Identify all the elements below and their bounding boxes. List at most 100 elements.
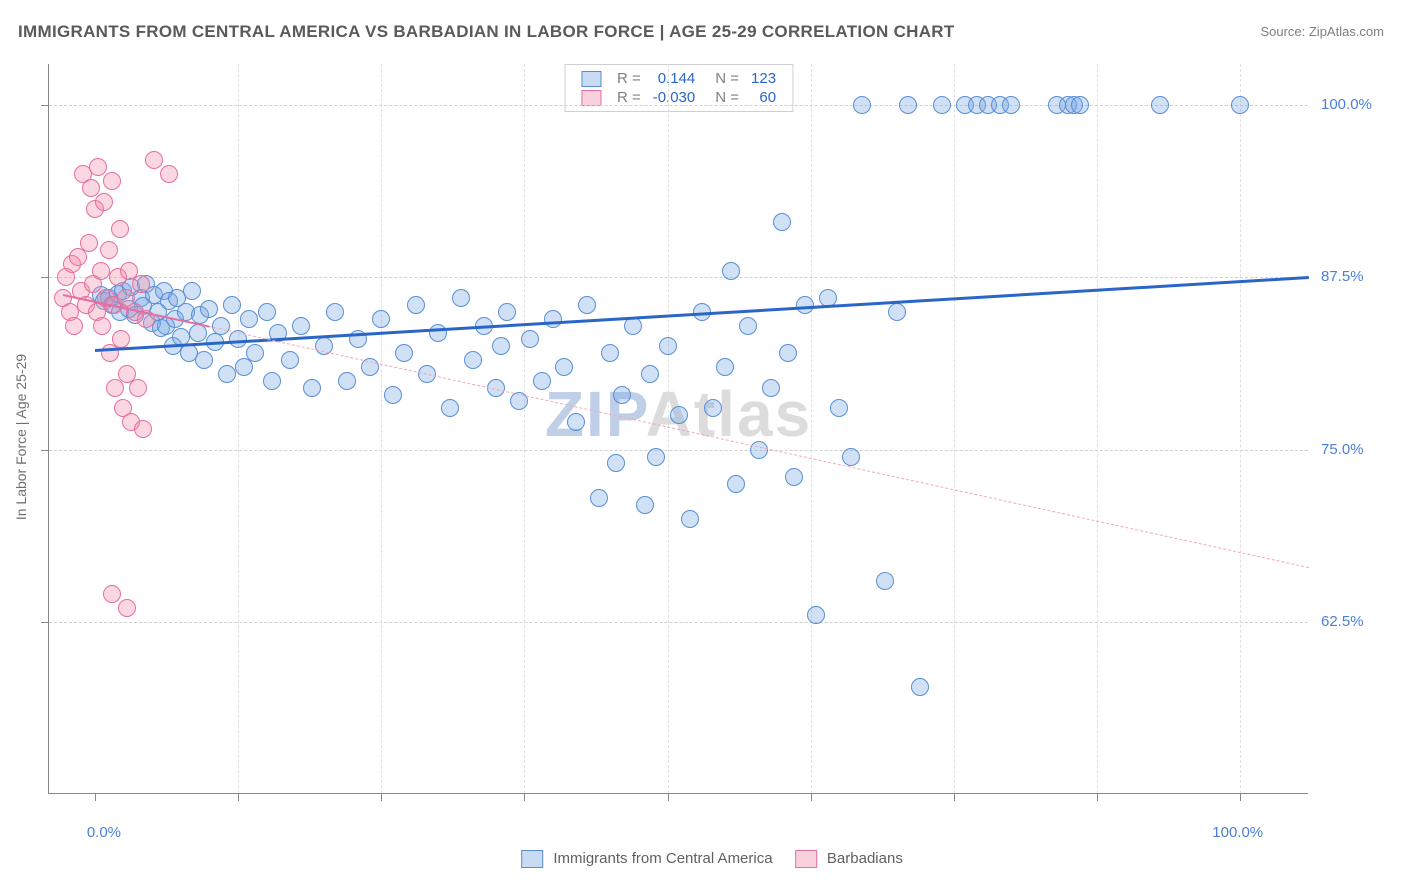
point-series2 bbox=[118, 599, 136, 617]
gridline-v bbox=[381, 64, 382, 793]
point-series2 bbox=[145, 151, 163, 169]
point-series1 bbox=[521, 330, 539, 348]
point-series1 bbox=[263, 372, 281, 390]
point-series1 bbox=[722, 262, 740, 280]
point-series1 bbox=[200, 300, 218, 318]
point-series1 bbox=[533, 372, 551, 390]
point-series2 bbox=[129, 379, 147, 397]
chart-title: IMMIGRANTS FROM CENTRAL AMERICA VS BARBA… bbox=[18, 22, 955, 42]
n-value-series2: 60 bbox=[745, 88, 782, 107]
y-axis-label: In Labor Force | Age 25-29 bbox=[13, 353, 29, 519]
point-series1 bbox=[492, 337, 510, 355]
point-series1 bbox=[292, 317, 310, 335]
x-tick bbox=[1097, 793, 1098, 801]
point-series1 bbox=[681, 510, 699, 528]
series2-name: Barbadians bbox=[827, 850, 903, 867]
point-series1 bbox=[464, 351, 482, 369]
point-series1 bbox=[716, 358, 734, 376]
n-value-series1: 123 bbox=[745, 69, 782, 88]
point-series1 bbox=[567, 413, 585, 431]
point-series1 bbox=[498, 303, 516, 321]
point-series1 bbox=[303, 379, 321, 397]
point-series1 bbox=[636, 496, 654, 514]
point-series2 bbox=[160, 165, 178, 183]
point-series1 bbox=[338, 372, 356, 390]
swatch-pink bbox=[795, 850, 817, 868]
point-series1 bbox=[223, 296, 241, 314]
point-series1 bbox=[578, 296, 596, 314]
swatch-blue bbox=[521, 850, 543, 868]
point-series1 bbox=[704, 399, 722, 417]
point-series1 bbox=[384, 386, 402, 404]
point-series1 bbox=[407, 296, 425, 314]
point-series1 bbox=[601, 344, 619, 362]
point-series1 bbox=[911, 678, 929, 696]
point-series1 bbox=[670, 406, 688, 424]
point-series1 bbox=[218, 365, 236, 383]
x-tick-label: 0.0% bbox=[87, 824, 121, 841]
point-series1 bbox=[830, 399, 848, 417]
point-series1 bbox=[240, 310, 258, 328]
source-attribution: Source: ZipAtlas.com bbox=[1260, 24, 1384, 39]
swatch-pink bbox=[581, 90, 601, 106]
point-series1 bbox=[641, 365, 659, 383]
n-label: N = bbox=[701, 69, 745, 88]
y-tick bbox=[41, 105, 49, 106]
point-series1 bbox=[613, 386, 631, 404]
r-value-series1: 0.144 bbox=[647, 69, 702, 88]
gridline-v bbox=[811, 64, 812, 793]
point-series2 bbox=[93, 317, 111, 335]
point-series2 bbox=[111, 220, 129, 238]
gridline-v bbox=[668, 64, 669, 793]
legend-row-series2: R = -0.030 N = 60 bbox=[575, 88, 782, 107]
y-tick bbox=[41, 450, 49, 451]
point-series2 bbox=[80, 234, 98, 252]
x-tick bbox=[1240, 793, 1241, 801]
trend-line bbox=[209, 326, 1309, 568]
point-series1 bbox=[785, 468, 803, 486]
point-series1 bbox=[842, 448, 860, 466]
point-series1 bbox=[212, 317, 230, 335]
r-value-series2: -0.030 bbox=[647, 88, 702, 107]
watermark-brand-prefix: ZIP bbox=[545, 378, 646, 450]
point-series2 bbox=[103, 172, 121, 190]
point-series2 bbox=[95, 193, 113, 211]
point-series1 bbox=[195, 351, 213, 369]
point-series1 bbox=[1071, 96, 1089, 114]
point-series2 bbox=[134, 420, 152, 438]
point-series1 bbox=[647, 448, 665, 466]
point-series1 bbox=[933, 96, 951, 114]
point-series1 bbox=[607, 454, 625, 472]
point-series1 bbox=[555, 358, 573, 376]
y-tick bbox=[41, 622, 49, 623]
point-series1 bbox=[773, 213, 791, 231]
point-series1 bbox=[452, 289, 470, 307]
point-series1 bbox=[739, 317, 757, 335]
point-series1 bbox=[750, 441, 768, 459]
point-series1 bbox=[590, 489, 608, 507]
point-series1 bbox=[258, 303, 276, 321]
point-series2 bbox=[89, 158, 107, 176]
point-series2 bbox=[112, 330, 130, 348]
point-series2 bbox=[103, 585, 121, 603]
point-series1 bbox=[762, 379, 780, 397]
r-label: R = bbox=[611, 88, 647, 107]
point-series2 bbox=[132, 275, 150, 293]
x-tick bbox=[95, 793, 96, 801]
gridline-v bbox=[954, 64, 955, 793]
gridline-v bbox=[1097, 64, 1098, 793]
point-series2 bbox=[100, 241, 118, 259]
y-tick bbox=[41, 277, 49, 278]
x-tick bbox=[811, 793, 812, 801]
n-label: N = bbox=[701, 88, 745, 107]
point-series1 bbox=[1002, 96, 1020, 114]
y-tick-label: 62.5% bbox=[1321, 613, 1364, 630]
point-series1 bbox=[1231, 96, 1249, 114]
scatter-plot-area: In Labor Force | Age 25-29 ZIPAtlas R = … bbox=[48, 64, 1308, 794]
point-series2 bbox=[92, 262, 110, 280]
point-series1 bbox=[544, 310, 562, 328]
point-series1 bbox=[853, 96, 871, 114]
source-name: ZipAtlas.com bbox=[1309, 24, 1384, 39]
source-prefix: Source: bbox=[1260, 24, 1308, 39]
point-series1 bbox=[441, 399, 459, 417]
